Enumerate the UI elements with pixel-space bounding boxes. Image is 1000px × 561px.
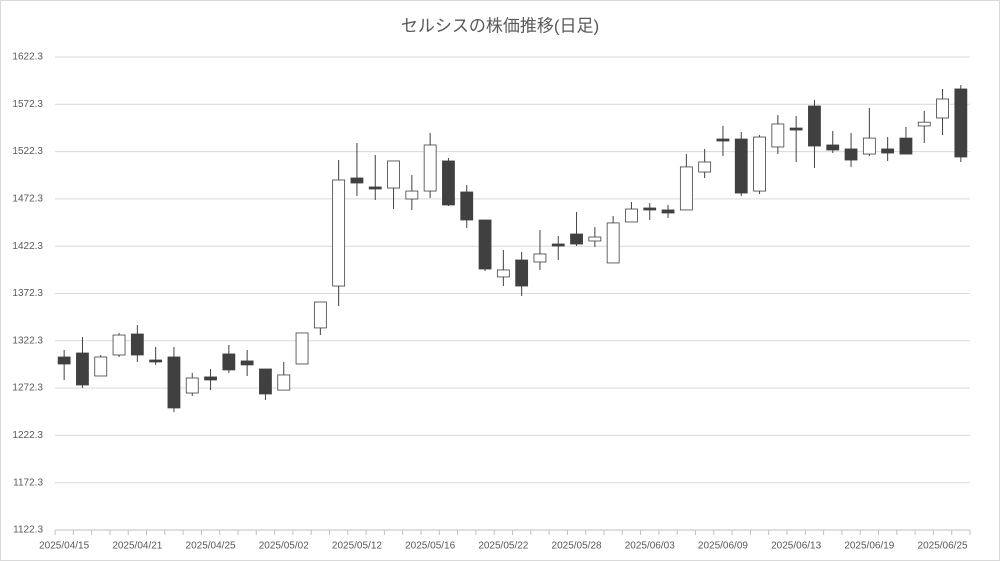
candle-body xyxy=(551,243,565,247)
candle-body xyxy=(76,352,89,386)
candle-body xyxy=(277,374,291,391)
candle-body xyxy=(350,177,364,184)
candle-body xyxy=(112,334,126,356)
candle-body xyxy=(167,356,181,409)
candle-body xyxy=(808,105,821,147)
y-tick-label: 1372.3 xyxy=(12,288,43,299)
candle-body xyxy=(387,160,400,189)
candle-body xyxy=(643,207,657,211)
x-tick-label: 2025/06/09 xyxy=(698,541,748,552)
candle-body xyxy=(661,209,675,214)
x-tick-label: 2025/05/16 xyxy=(405,541,455,552)
x-tick-label: 2025/05/12 xyxy=(332,541,382,552)
candle-body xyxy=(753,136,766,192)
candle-body xyxy=(240,360,254,366)
candle-body xyxy=(442,160,455,206)
candle-body xyxy=(698,161,712,173)
candle-body xyxy=(936,98,949,119)
candle-body xyxy=(826,144,840,151)
candle-body xyxy=(954,88,968,158)
candle-body xyxy=(533,253,547,263)
x-tick-label: 2025/05/28 xyxy=(552,541,602,552)
candle-body xyxy=(405,190,419,200)
candle-body xyxy=(460,191,474,221)
candle-body xyxy=(295,332,309,365)
candle-body xyxy=(771,123,785,148)
y-tick-label: 1622.3 xyxy=(12,52,43,63)
candle-body xyxy=(570,233,583,245)
candle-body xyxy=(679,166,693,211)
candle-body xyxy=(57,356,71,365)
candle-body xyxy=(496,269,510,278)
x-tick-label: 2025/06/19 xyxy=(844,541,894,552)
y-tick-label: 1272.3 xyxy=(12,383,43,394)
candle-body xyxy=(185,377,199,394)
candle-body xyxy=(332,179,346,287)
candle-body xyxy=(734,138,748,194)
candle-body xyxy=(716,138,730,142)
y-tick-label: 1172.3 xyxy=(13,477,43,488)
x-tick-label: 2025/04/15 xyxy=(39,541,89,552)
y-tick-label: 1522.3 xyxy=(12,146,43,157)
candle-body xyxy=(515,259,529,287)
x-tick-label: 2025/06/13 xyxy=(771,541,821,552)
candle-body xyxy=(423,144,437,192)
y-tick-label: 1572.3 xyxy=(12,99,43,110)
x-tick-label: 2025/04/21 xyxy=(112,541,162,552)
candle-body xyxy=(588,236,602,242)
y-tick-label: 1422.3 xyxy=(12,241,43,252)
y-tick-label: 1222.3 xyxy=(12,430,43,441)
candle-body xyxy=(222,353,236,371)
x-tick-label: 2025/04/25 xyxy=(186,541,236,552)
candle-body xyxy=(368,186,382,190)
candle-body xyxy=(625,208,638,223)
candle-body xyxy=(899,137,913,155)
x-tick-label: 2025/06/25 xyxy=(918,541,968,552)
candle-body xyxy=(149,359,163,363)
candle-body xyxy=(478,219,492,270)
candle-body xyxy=(789,127,803,131)
candle-body xyxy=(204,376,217,381)
candle-body xyxy=(844,148,858,161)
candle-body xyxy=(917,121,931,127)
y-tick-label: 1322.3 xyxy=(12,335,43,346)
candle-body xyxy=(130,333,144,356)
chart-title: セルシスの株価推移(日足) xyxy=(401,16,599,35)
y-tick-label: 1472.3 xyxy=(12,194,43,205)
candle-body xyxy=(313,301,327,329)
candle-body xyxy=(881,148,895,154)
x-tick-label: 2025/05/02 xyxy=(259,541,309,552)
candle-body xyxy=(259,368,272,395)
candle-body xyxy=(862,137,876,155)
y-tick-label: 1122.3 xyxy=(13,525,43,536)
candle-body xyxy=(94,356,108,377)
x-tick-label: 2025/05/22 xyxy=(478,541,528,552)
candle-body xyxy=(606,222,620,264)
x-tick-label: 2025/06/03 xyxy=(625,541,675,552)
